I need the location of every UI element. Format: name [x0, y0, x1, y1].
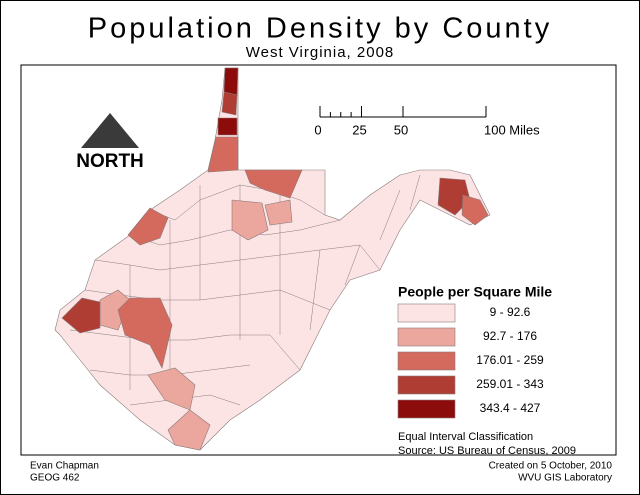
- state-map: [54, 67, 491, 451]
- legend-label: 343.4 - 427: [480, 401, 541, 415]
- course: GEOG 462: [30, 473, 80, 484]
- legend: People per Square Mile 9 - 92.6 92.7 - 17…: [397, 284, 552, 419]
- legend-swatch: [397, 327, 456, 347]
- legend-label: 92.7 - 176: [483, 329, 537, 343]
- legend-swatch: [397, 303, 456, 323]
- county: [117, 297, 173, 369]
- legend-swatch: [397, 375, 456, 395]
- legend-swatch: [397, 399, 456, 419]
- author: Evan Chapman: [30, 461, 99, 472]
- scale-label: 100 Miles: [484, 122, 540, 137]
- legend-title: People per Square Mile: [398, 284, 552, 300]
- county: [167, 409, 211, 451]
- scale-label: 50: [394, 122, 408, 137]
- map-title: Population Density by County: [88, 13, 552, 45]
- county: [461, 194, 489, 226]
- legend-swatch: [397, 351, 456, 371]
- scale-label: 0: [314, 122, 321, 137]
- legend-label: 9 - 92.6: [490, 305, 531, 319]
- lab: WVU GIS Laboratory: [518, 473, 612, 484]
- county: [217, 117, 238, 136]
- note: Source: US Bureau of Census, 2009: [398, 445, 576, 457]
- county: [223, 67, 239, 96]
- county: [147, 367, 196, 411]
- scale-label: 25: [352, 122, 366, 137]
- county: [264, 199, 293, 226]
- county: [221, 91, 238, 116]
- created-date: Created on 5 October, 2010: [489, 461, 613, 472]
- county: [207, 136, 239, 173]
- note: Equal Interval Classification: [398, 431, 533, 443]
- county: [61, 297, 101, 334]
- north-arrow: [81, 113, 139, 148]
- legend-label: 176.01 - 259: [476, 353, 544, 367]
- north-label: NORTH: [76, 151, 144, 172]
- county: [127, 207, 169, 246]
- map-subtitle: West Virginia, 2008: [246, 44, 395, 61]
- legend-label: 259.01 - 343: [476, 377, 544, 391]
- scale-bar: 0 25 50 100 Miles: [314, 106, 540, 137]
- county: [244, 169, 303, 199]
- county: [231, 199, 269, 241]
